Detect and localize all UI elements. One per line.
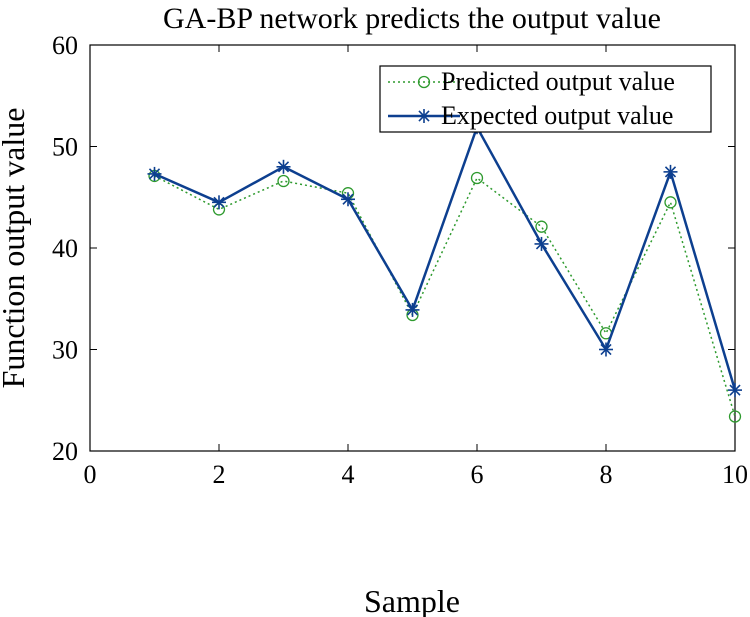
predicted-point [664, 196, 677, 209]
expected-point [534, 236, 549, 251]
predicted-point [470, 171, 484, 185]
expected-point [341, 192, 355, 207]
y-tick-label: 40 [52, 234, 78, 263]
chart-title: GA-BP network predicts the output value [163, 2, 661, 35]
expected-point [405, 302, 420, 317]
legend-predicted-label: Predicted output value [441, 67, 675, 96]
x-tick-label: 0 [84, 460, 97, 489]
predicted-point [728, 410, 742, 423]
y-axis-label: Function output value [0, 108, 31, 389]
expected-point [663, 164, 678, 179]
y-tick-label: 50 [52, 133, 78, 162]
x-tick-label: 10 [722, 460, 748, 489]
x-tick-label: 4 [342, 460, 355, 489]
x-tick-label: 8 [600, 460, 613, 489]
expected-point [212, 195, 226, 210]
legend-expected-label: Expected output value [441, 101, 673, 130]
y-tick-label: 20 [52, 437, 78, 466]
legend-asterisk [417, 109, 431, 123]
series-line-expected [153, 125, 737, 391]
expected-point [599, 342, 613, 357]
predicted-point [277, 174, 290, 188]
series-line-predicted [154, 175, 736, 417]
y-tick-label: 60 [52, 31, 78, 60]
expected-point [728, 383, 742, 398]
legend-expected-marker [417, 109, 431, 123]
expected-point [276, 159, 291, 174]
legend: Predicted output value Expected output v… [379, 65, 712, 133]
expected-point [147, 166, 162, 181]
legend-predicted-marker [417, 75, 431, 89]
predicted-point [535, 220, 548, 233]
x-axis-label: Sample [364, 583, 460, 617]
legend-box [379, 65, 712, 133]
x-tick-label: 2 [213, 460, 226, 489]
x-tick-label: 6 [471, 460, 484, 489]
y-tick-label: 30 [52, 336, 78, 365]
